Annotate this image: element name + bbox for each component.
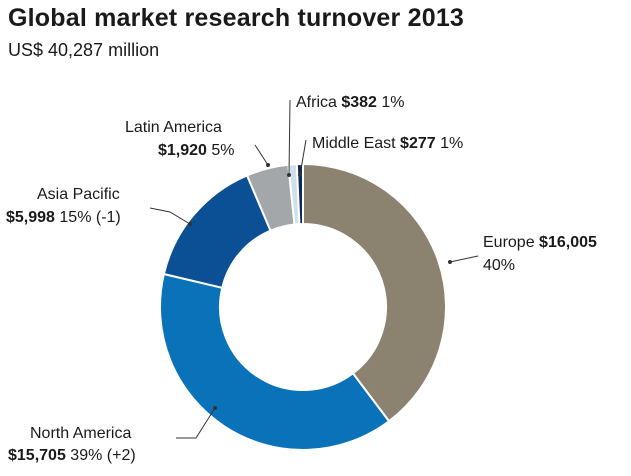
chart-subtitle: US$ 40,287 million bbox=[8, 40, 160, 60]
leader-dot-asia-pacific bbox=[188, 222, 192, 226]
label-africa-name: Africa bbox=[296, 94, 337, 111]
label-europe-name: Europe bbox=[483, 234, 535, 251]
label-middle-east-value: $277 bbox=[400, 135, 436, 152]
leader-dot-middle-east bbox=[298, 173, 302, 177]
label-latin-america-name: Latin America bbox=[125, 119, 222, 136]
label-latin-america-pct: 5% bbox=[211, 142, 234, 159]
label-asia-pacific-value: $5,998 bbox=[6, 209, 55, 226]
label-africa-pct: 1% bbox=[381, 94, 404, 111]
svg-text:Middle East $277 1%: Middle East $277 1% bbox=[312, 135, 463, 152]
label-latin-america-value: $1,920 bbox=[158, 142, 207, 159]
label-north-america-pct: 39% bbox=[70, 447, 102, 464]
svg-text:$1,920 5%: $1,920 5% bbox=[158, 142, 235, 159]
leader-line-latin-america bbox=[254, 144, 269, 166]
label-north-america-change: (+2) bbox=[107, 447, 136, 464]
leader-line-middle-east bbox=[299, 139, 307, 176]
label-north-america-value: $15,705 bbox=[8, 447, 66, 464]
leader-dot-africa bbox=[287, 173, 291, 177]
label-middle-east-pct: 1% bbox=[440, 135, 463, 152]
label-north-america-name: North America bbox=[30, 425, 131, 442]
svg-text:Africa $382 1%: Africa $382 1% bbox=[296, 94, 405, 111]
leader-line-europe bbox=[449, 255, 479, 263]
svg-text:Europe $16,005: Europe $16,005 bbox=[483, 234, 597, 251]
leader-line-africa bbox=[288, 99, 291, 176]
leader-dot-europe bbox=[448, 260, 452, 264]
slice-europe bbox=[302, 162, 447, 423]
label-europe-pct: 40% bbox=[483, 257, 515, 274]
slice-north-america bbox=[159, 272, 391, 451]
slice-middle-east bbox=[295, 162, 304, 226]
label-middle-east-name: Middle East bbox=[312, 135, 396, 152]
svg-text:$15,705 39% (+2): $15,705 39% (+2) bbox=[8, 447, 136, 464]
label-europe-value: $16,005 bbox=[539, 234, 597, 251]
leader-dot-north-america bbox=[213, 406, 217, 410]
leader-dot-latin-america bbox=[266, 163, 270, 167]
leader-line-north-america bbox=[176, 407, 216, 439]
label-africa-value: $382 bbox=[341, 94, 377, 111]
svg-text:$5,998 15% (-1): $5,998 15% (-1) bbox=[6, 209, 121, 226]
label-asia-pacific-change: (-1) bbox=[96, 209, 121, 226]
chart-title: Global market research turnover 2013 bbox=[8, 4, 465, 32]
leader-line-asia-pacific bbox=[149, 207, 191, 225]
label-asia-pacific-pct: 15% bbox=[59, 209, 91, 226]
label-asia-pacific-name: Asia Pacific bbox=[37, 186, 120, 203]
